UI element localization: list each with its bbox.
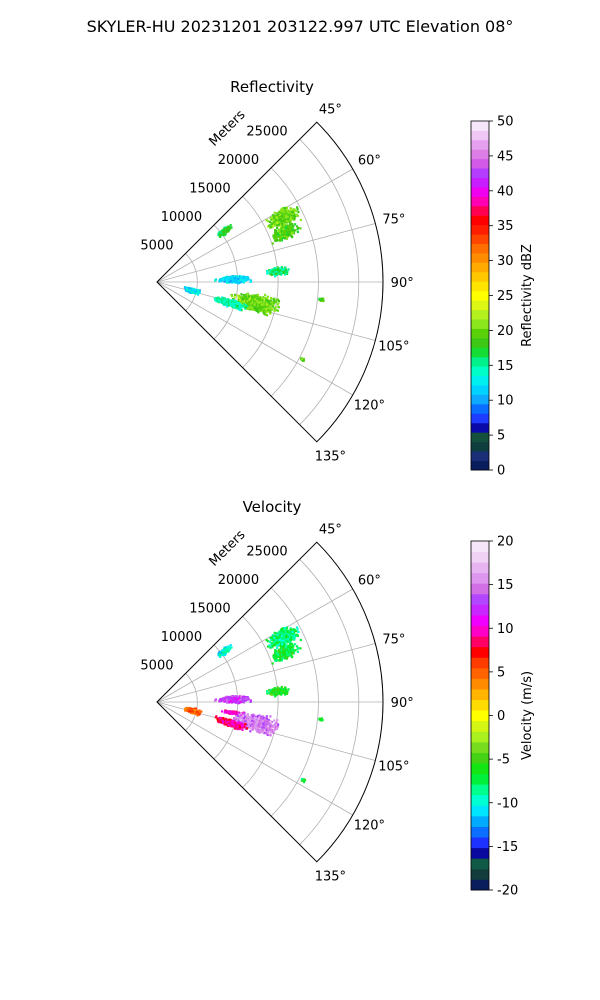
reflectivity-panel: Reflectivity 45°60°75°90°105°120°135°500… (140, 78, 535, 479)
velocity-echoes (184, 626, 324, 784)
velocity-azimuth-label: 60° (358, 573, 381, 588)
velocity-azimuth-label: 120° (354, 819, 385, 834)
reflectivity-range-label: 5000 (140, 239, 173, 254)
velocity-labels: 45° 60° 75° 90° 105° 120° 135° 5000 10000 15000 20… (140, 523, 413, 885)
reflectivity-echo-cluster (271, 222, 302, 245)
reflectivity-frame (156, 121, 384, 443)
velocity-colorbar-tick: 5 (497, 665, 505, 680)
reflectivity-colorbar-label: Reflectivity dBZ (520, 244, 535, 347)
velocity-colorbar-tick: -20 (497, 884, 518, 899)
reflectivity-title: Reflectivity (230, 78, 314, 96)
reflectivity-colorbar-tick: 15 (497, 359, 514, 374)
reflectivity-colorbar: 0 5 10 15 20 25 30 35 40 45 50 Reflectivity dBZ (470, 115, 535, 479)
velocity-grid (156, 559, 383, 845)
reflectivity-colorbar-tick: 40 (497, 184, 514, 199)
reflectivity-azimuth-label: 60° (358, 153, 381, 168)
velocity-azimuth-label: 75° (382, 633, 405, 648)
reflectivity-echo-cluster (318, 297, 325, 303)
velocity-echo-cluster (271, 642, 302, 665)
reflectivity-range-label: 20000 (218, 153, 259, 168)
velocity-colorbar-tick: 10 (497, 622, 514, 637)
velocity-echo-cluster (214, 715, 249, 731)
velocity-range-label: 10000 (161, 630, 202, 645)
velocity-azimuth-label: 105° (378, 760, 409, 775)
reflectivity-colorbar-tick: 45 (497, 149, 514, 164)
velocity-echo-cluster (318, 717, 324, 722)
velocity-azimuth-spoke (156, 643, 376, 703)
reflectivity-range-label: 10000 (161, 210, 202, 225)
reflectivity-azimuth-label: 105° (378, 340, 409, 355)
velocity-title: Velocity (243, 498, 302, 516)
reflectivity-colorbar-tick: 0 (497, 464, 505, 479)
velocity-colorbar-tick: -15 (497, 840, 518, 855)
velocity-azimuth-spoke (156, 701, 353, 816)
velocity-echo-cluster (214, 694, 252, 705)
reflectivity-echo-cluster (214, 274, 252, 285)
reflectivity-colorbar-tick: 25 (497, 289, 514, 304)
velocity-range-label: 5000 (140, 659, 173, 674)
velocity-colorbar-tick: 20 (497, 535, 514, 550)
reflectivity-echo-cluster (266, 266, 290, 278)
velocity-echo-cluster (184, 706, 203, 717)
reflectivity-azimuth-label: 120° (354, 399, 385, 414)
figure-title: SKYLER-HU 20231201 203122.997 UTC Elevat… (87, 17, 514, 36)
velocity-frame (156, 541, 384, 863)
reflectivity-echo-cluster (213, 296, 249, 312)
reflectivity-radial-axis-label: Meters (207, 107, 249, 149)
reflectivity-colorbar-tick: 5 (497, 429, 505, 444)
velocity-range-label: 20000 (218, 573, 259, 588)
reflectivity-azimuth-label: 135° (315, 449, 346, 464)
reflectivity-azimuth-spoke (156, 168, 353, 283)
reflectivity-echo-cluster (217, 224, 233, 238)
reflectivity-colorbar-tick: 50 (497, 115, 514, 130)
velocity-azimuth-label: 45° (319, 523, 342, 538)
reflectivity-echo-cluster (265, 206, 302, 230)
reflectivity-colorbar-tick: 20 (497, 324, 514, 339)
velocity-radial-axis-label: Meters (207, 527, 249, 569)
velocity-range-label: 15000 (189, 601, 230, 616)
velocity-echo-cluster (217, 644, 233, 658)
velocity-echo-cluster (300, 777, 307, 784)
reflectivity-range-label: 15000 (189, 181, 230, 196)
reflectivity-labels: 45° 60° 75° 90° 105° 120° 135° 5000 10000 15000 20… (140, 103, 413, 465)
reflectivity-azimuth-spoke (156, 223, 376, 283)
reflectivity-colorbar-tick: 10 (497, 394, 514, 409)
reflectivity-azimuth-label: 75° (382, 213, 405, 228)
velocity-panel: Velocity 45°60°75°90°105°120°135°5000100… (140, 498, 535, 899)
reflectivity-colorbar-tick: 30 (497, 254, 514, 269)
reflectivity-colorbar-tick: 35 (497, 219, 514, 234)
velocity-colorbar-tick: -5 (497, 753, 510, 768)
reflectivity-echo-cluster (230, 292, 281, 317)
reflectivity-echo-cluster (183, 286, 201, 296)
velocity-echo-cluster (265, 626, 302, 650)
velocity-azimuth-label: 135° (315, 869, 346, 884)
reflectivity-azimuth-label: 90° (391, 276, 414, 291)
reflectivity-echoes (183, 206, 325, 362)
velocity-echo-cluster (221, 709, 246, 717)
velocity-azimuth-spoke (156, 588, 353, 703)
reflectivity-azimuth-spoke (156, 281, 353, 396)
velocity-sector-frame (156, 541, 384, 863)
velocity-azimuth-label: 90° (391, 696, 414, 711)
reflectivity-echo-cluster (300, 357, 305, 362)
velocity-colorbar-label: Velocity (m/s) (520, 671, 535, 760)
velocity-colorbar-tick: 0 (497, 709, 505, 724)
reflectivity-range-label: 25000 (246, 124, 287, 139)
reflectivity-sector-frame (156, 121, 384, 443)
reflectivity-azimuth-label: 45° (319, 103, 342, 118)
velocity-colorbar-tick: 15 (497, 578, 514, 593)
velocity-colorbar-tick: -10 (497, 796, 518, 811)
velocity-range-label: 25000 (246, 544, 287, 559)
velocity-echo-cluster (266, 686, 290, 698)
velocity-colorbar: -20 -15 -10 -5 0 5 10 15 20 Velocity (m/s) (470, 535, 535, 899)
